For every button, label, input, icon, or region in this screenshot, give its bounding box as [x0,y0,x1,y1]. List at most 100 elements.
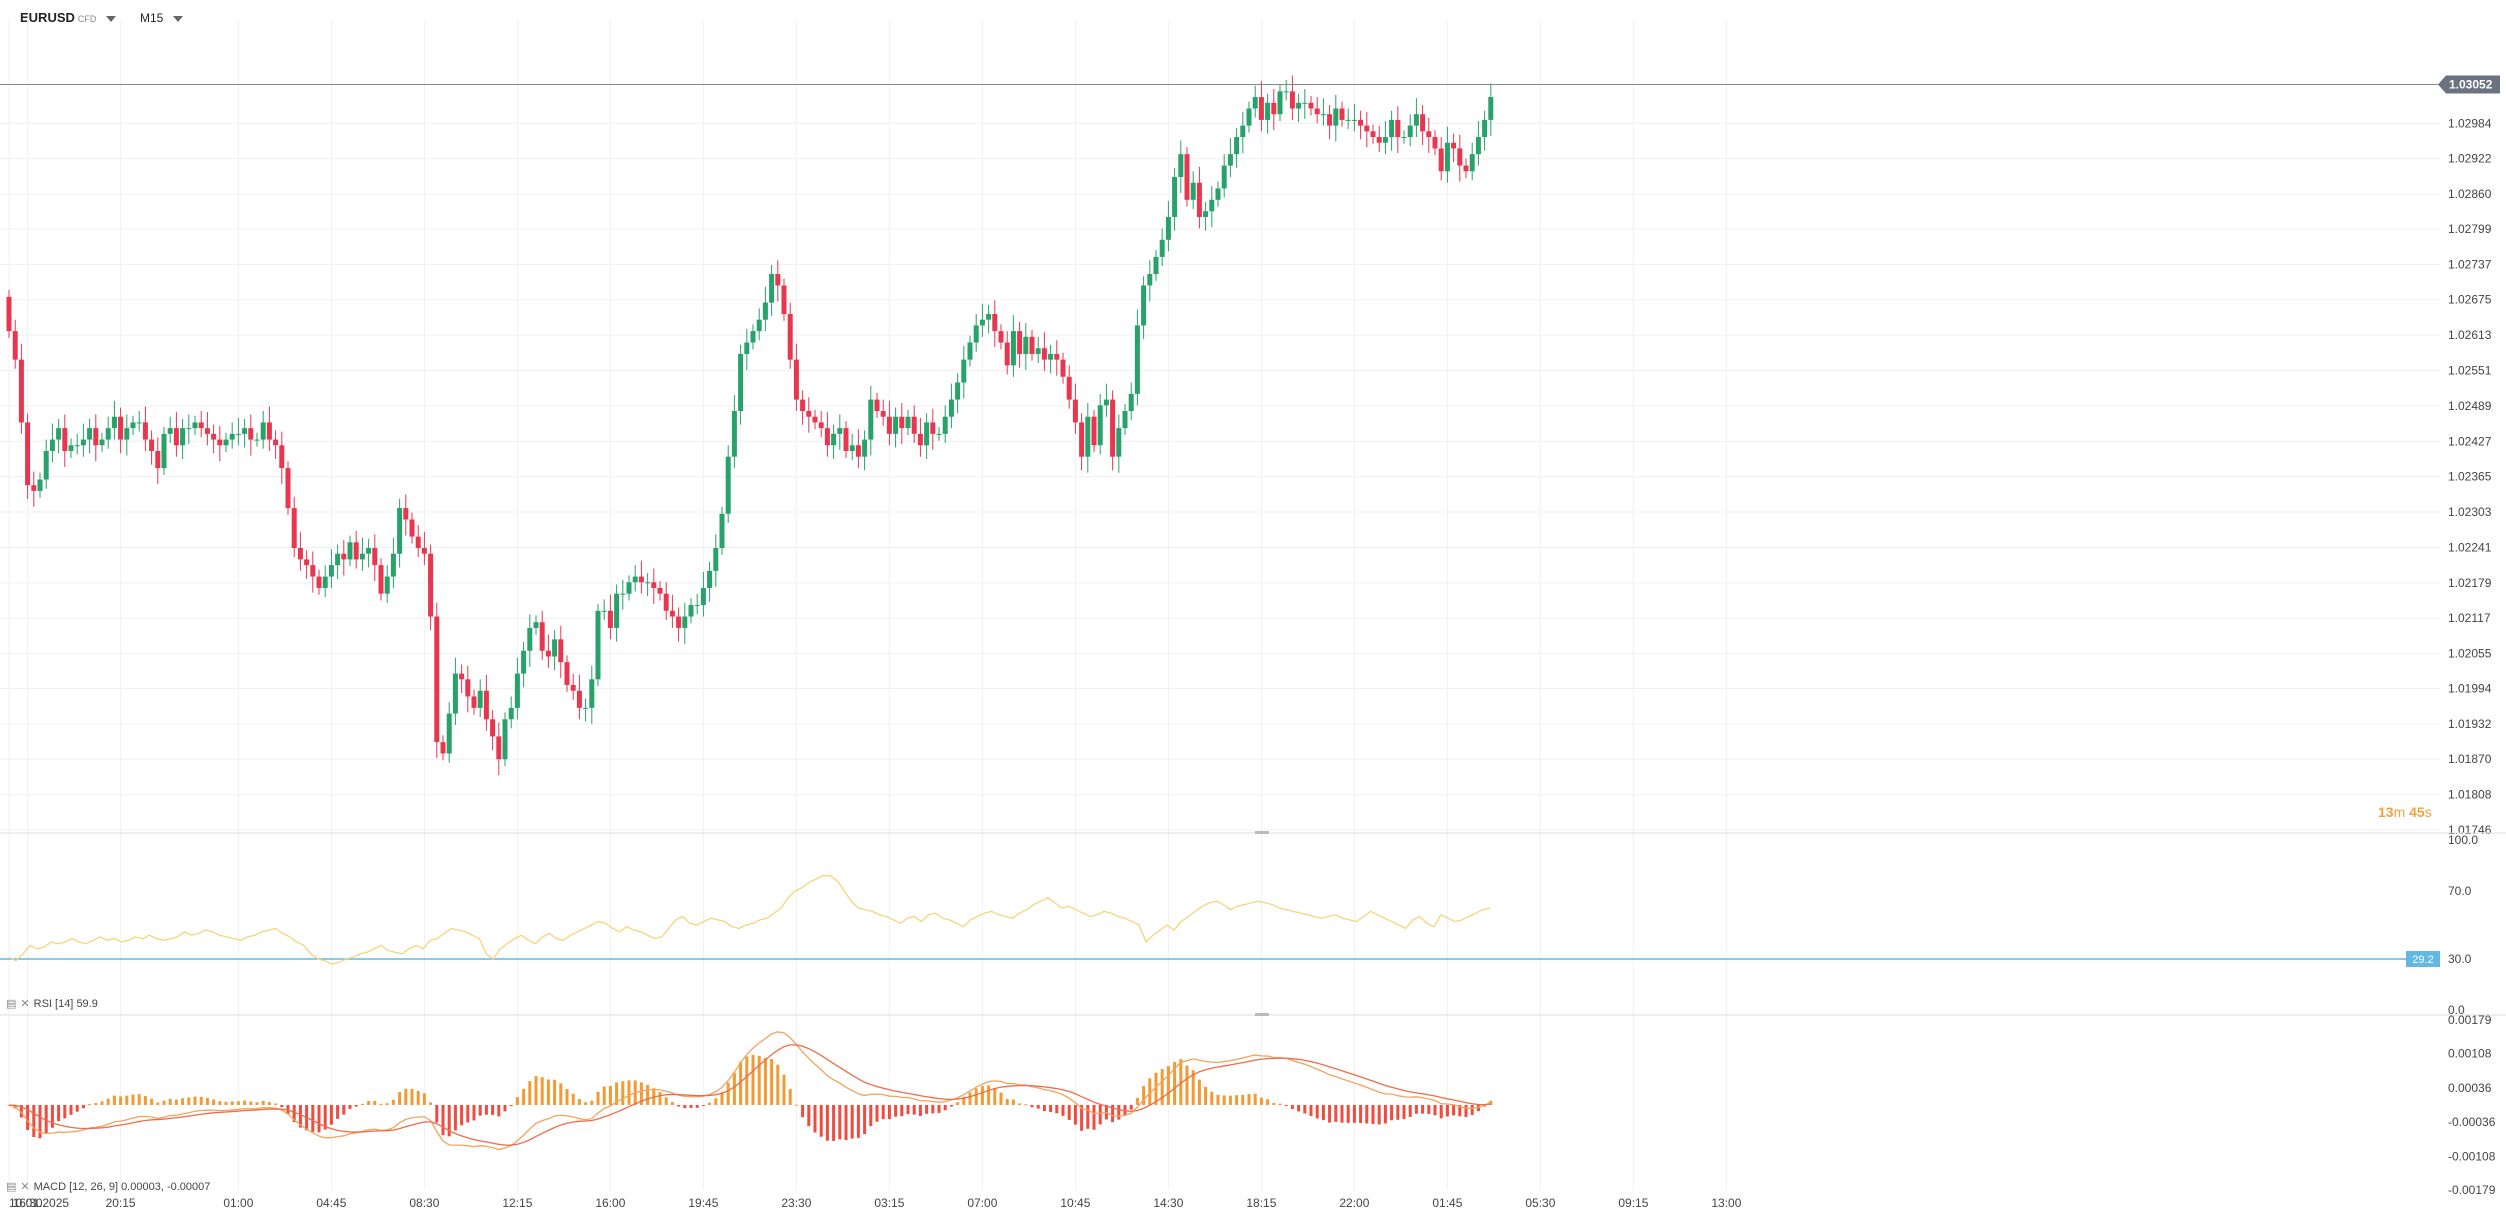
macd-bar [100,1101,104,1105]
macd-value-2: -0.00007 [166,1181,211,1193]
candle [490,719,496,737]
macd-bar [856,1105,860,1138]
macd-bar [1185,1065,1189,1105]
candle [1451,142,1457,149]
candle [1407,125,1413,138]
macd-bar [1197,1079,1201,1105]
candle [1004,342,1010,366]
timeframe-selector[interactable]: M15 [140,10,184,25]
candle [1234,137,1240,155]
macd-bar [75,1105,79,1112]
candle [979,319,985,326]
macd-bar [379,1103,383,1105]
macd-bar [230,1101,234,1105]
macd-axis-label: 0.00179 [2448,1013,2492,1027]
candle [831,433,837,446]
macd-bar [801,1105,805,1118]
candle [440,742,446,754]
candle [1110,399,1116,457]
time-axis-label: 08:30 [409,1196,439,1210]
candle [843,428,849,451]
candle [1482,119,1488,138]
macd-axis-label: 0.00108 [2448,1047,2492,1061]
macd-bar [1328,1105,1332,1123]
candle [279,445,285,469]
macd-bar [323,1105,327,1130]
macd-bar [807,1105,811,1127]
candle [428,553,434,617]
macd-bar [1396,1105,1400,1120]
time-axis-label: 04:45 [316,1196,346,1210]
symbol-selector[interactable]: EURUSD CFD [20,10,117,25]
macd-bar [546,1079,550,1105]
candle [1159,239,1165,257]
candle [1308,102,1314,109]
candle [1302,102,1308,104]
price-axis-label: 1.01994 [2448,681,2492,695]
price-axis-label: 1.02117 [2448,611,2491,625]
list-icon[interactable]: ▤ [6,1181,17,1193]
candle [874,399,880,412]
candle [651,582,657,588]
macd-bar [1309,1105,1313,1116]
macd-bar [193,1096,197,1105]
list-icon[interactable]: ▤ [6,998,17,1010]
macd-bar [993,1088,997,1105]
candle [769,274,775,303]
candle [1097,405,1103,446]
close-icon[interactable]: ✕ [20,998,30,1010]
candle [936,433,942,435]
macd-bar [1470,1105,1474,1115]
price-axis-label: 1.02737 [2448,257,2492,271]
macd-bar [181,1098,185,1105]
candle [1444,142,1450,172]
chevron-down-icon [106,15,117,22]
macd-bar [1222,1095,1226,1105]
macd-bar [385,1103,389,1105]
macd-bar [367,1101,371,1105]
candle [837,428,843,434]
candle [62,428,68,451]
time-axis-label: 05:30 [1525,1196,1555,1210]
macd-bar [156,1102,160,1105]
candle [1382,137,1388,143]
candle [1401,137,1407,139]
macd-bar [88,1104,92,1106]
macd-bar [199,1096,203,1105]
time-axis-label: 13:00 [1711,1196,1741,1210]
candle [893,416,899,434]
macd-bar [956,1102,960,1105]
candle [229,433,235,440]
candle [359,553,365,560]
macd-bar [590,1100,594,1105]
candle [533,622,539,628]
macd-bar [497,1105,501,1117]
candle [1438,148,1444,172]
macd-bar [472,1105,476,1121]
close-icon[interactable]: ✕ [20,1181,30,1193]
candle [1351,119,1357,121]
candle [56,428,62,440]
macd-bar [931,1105,935,1114]
candle [1227,154,1233,166]
candle [1327,114,1333,126]
macd-bar [1340,1105,1344,1123]
candle [955,382,961,400]
macd-bar [1266,1099,1270,1105]
macd-bar [1321,1105,1325,1121]
time-axis-label: 20:15 [106,1196,136,1210]
candle [992,313,998,332]
macd-bar [794,1104,798,1106]
candle [1432,137,1438,149]
candle [558,639,564,663]
macd-bar [224,1101,228,1105]
candle [1122,411,1128,429]
candle [638,576,644,583]
candle [1079,422,1085,457]
candle [986,313,992,320]
macd-bar [168,1098,172,1105]
macd-bar [81,1105,85,1109]
candle [824,428,830,446]
candle [1457,148,1463,166]
